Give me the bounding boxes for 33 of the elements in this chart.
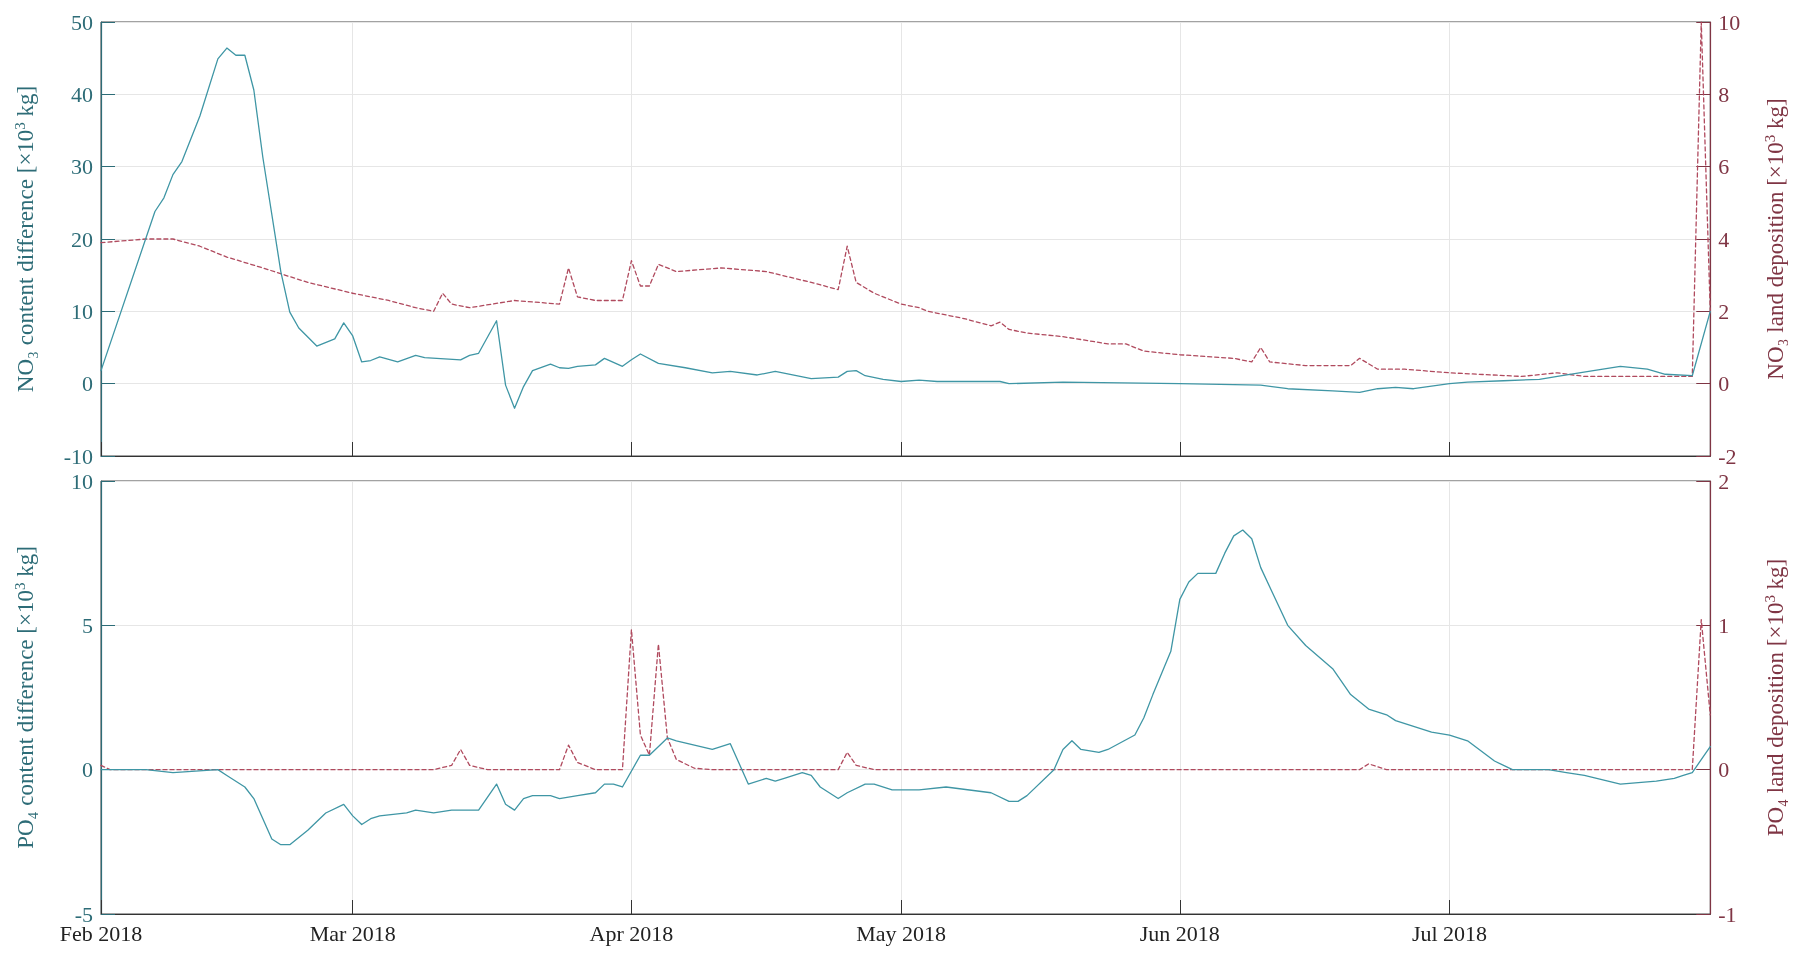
y2-axis-title: NO₃ land deposition [×103 kg] [1761, 98, 1788, 380]
y2-axis-title: PO₄ land deposition [×103 kg] [1761, 558, 1788, 837]
x-tick-label: Mar 2018 [309, 920, 396, 946]
x-tick-label: Jul 2018 [1411, 920, 1488, 946]
y2-tick-label: 1 [1718, 612, 1730, 638]
y2-tick-label: 4 [1718, 226, 1730, 252]
y2-tick-label: 2 [1718, 298, 1730, 324]
y-tick-label: 0 [82, 757, 93, 783]
y2-tick-label: 0 [1718, 371, 1730, 397]
y-tick-label: 50 [71, 9, 93, 35]
y-tick-label: 10 [71, 468, 93, 494]
y-tick-label: -10 [63, 443, 93, 469]
y2-tick-label: -2 [1718, 443, 1737, 469]
x-tick-label: May 2018 [856, 920, 947, 946]
x-tick-label: Jun 2018 [1139, 920, 1220, 946]
y-tick-label: 20 [71, 226, 93, 252]
y-tick-label: -5 [74, 901, 93, 927]
line-series [100, 529, 1711, 846]
y2-tick-label: 8 [1718, 81, 1730, 107]
y2-tick-label: -1 [1718, 901, 1737, 927]
y-tick-label: 0 [82, 371, 93, 397]
y-tick-label: 5 [82, 612, 93, 638]
x-tick-label: Apr 2018 [589, 920, 674, 946]
y-tick-label: 30 [71, 154, 93, 180]
y-tick-label: 40 [71, 81, 93, 107]
y2-tick-label: 6 [1718, 154, 1730, 180]
y-axis-title: NO₃ content difference [×103 kg] [12, 85, 39, 393]
y2-tick-label: 10 [1718, 9, 1741, 35]
y2-tick-label: 2 [1718, 468, 1730, 494]
y-tick-label: 10 [71, 298, 93, 324]
line-series [100, 618, 1711, 771]
y2-tick-label: 0 [1718, 757, 1730, 783]
y-axis-title: PO₄ content difference [×103 kg] [12, 546, 39, 849]
